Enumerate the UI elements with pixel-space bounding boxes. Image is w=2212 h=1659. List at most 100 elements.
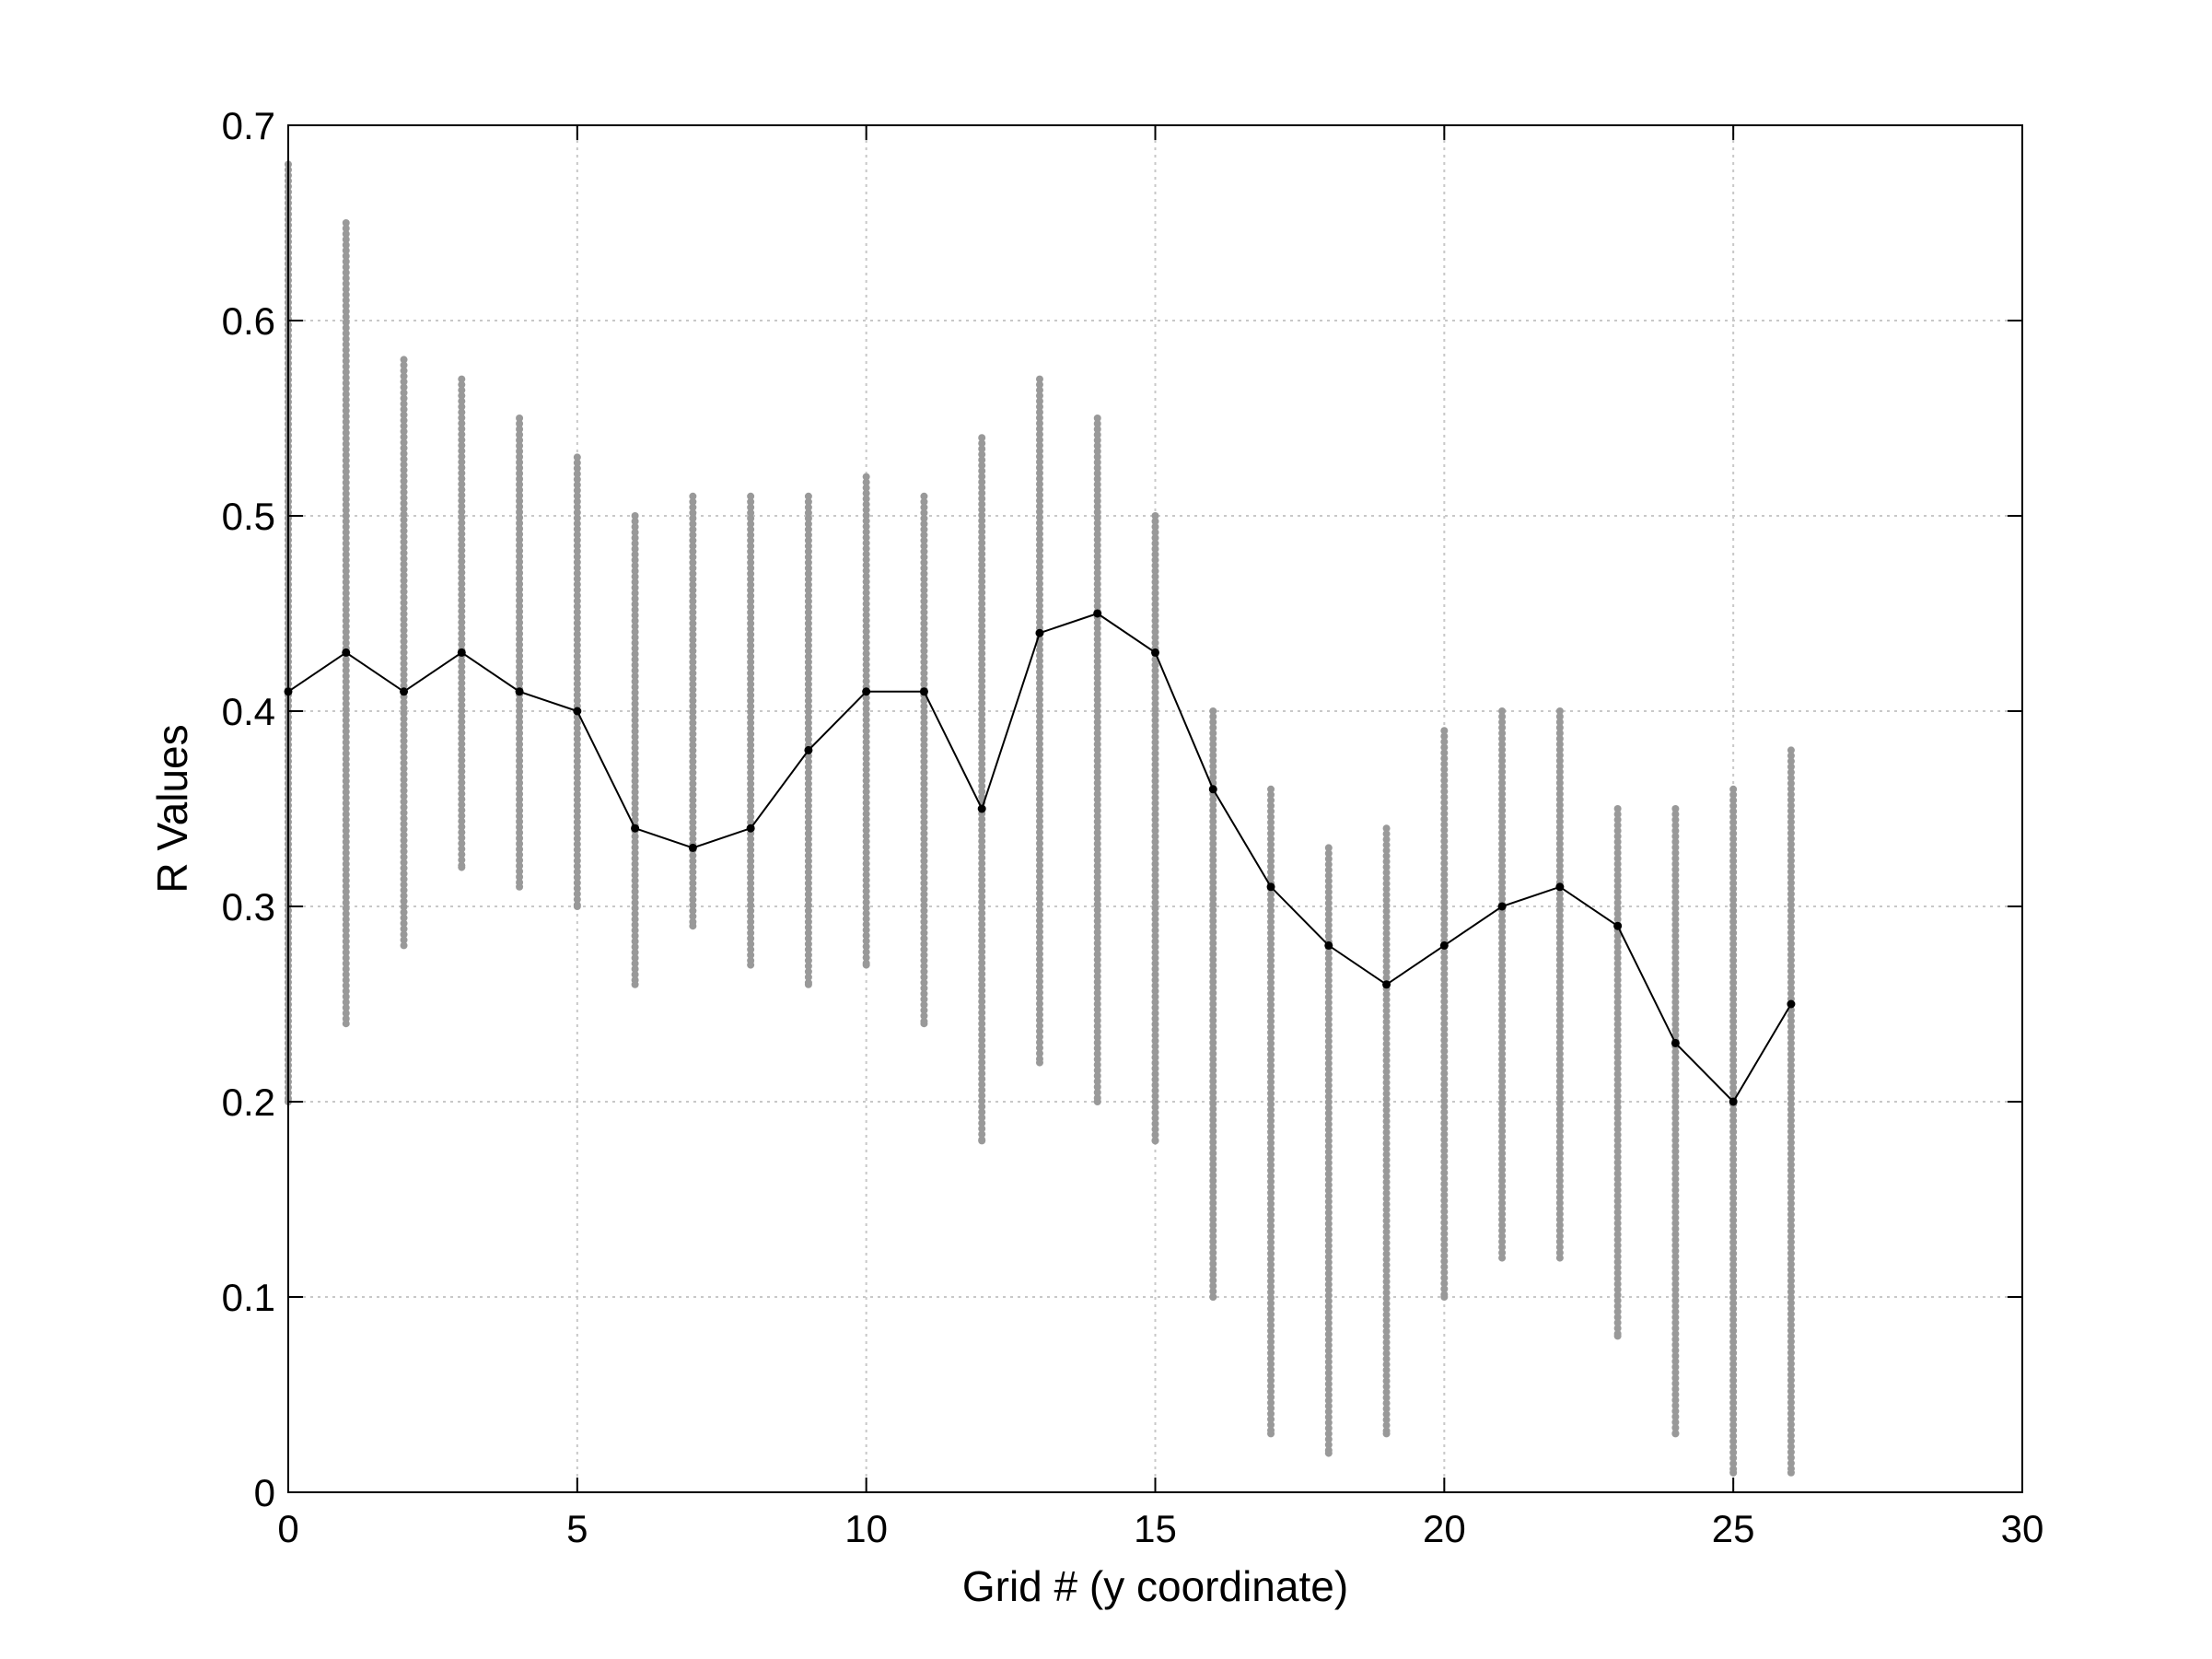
scatter-point <box>1151 905 1159 912</box>
scatter-point <box>1729 1161 1738 1169</box>
scatter-point <box>1555 1045 1564 1052</box>
scatter-point <box>689 702 697 710</box>
scatter-point <box>1267 1000 1275 1009</box>
scatter-point <box>747 547 755 555</box>
scatter-point <box>1093 497 1101 505</box>
scatter-point <box>1613 1236 1622 1244</box>
scatter-point <box>1555 735 1564 742</box>
scatter-point <box>1498 1210 1507 1218</box>
scatter-point <box>1613 844 1622 851</box>
scatter-point <box>1787 1315 1795 1324</box>
scatter-point <box>1324 1435 1333 1443</box>
scatter-point <box>400 427 408 436</box>
scatter-point <box>1324 1291 1333 1300</box>
scatter-point <box>1324 1214 1333 1222</box>
scatter-point <box>1151 833 1159 840</box>
scatter-point <box>689 647 697 655</box>
scatter-point <box>342 545 350 553</box>
scatter-point <box>1787 1172 1795 1180</box>
scatter-point <box>1267 1022 1275 1031</box>
scatter-point <box>1093 807 1101 814</box>
scatter-point <box>804 980 812 988</box>
scatter-point <box>1209 884 1217 892</box>
scatter-point <box>1035 950 1043 958</box>
scatter-point <box>804 575 812 583</box>
scatter-point <box>573 779 581 788</box>
mean-point <box>1439 940 1449 950</box>
scatter-point <box>1498 884 1507 892</box>
scatter-point <box>1671 1059 1680 1067</box>
scatter-point <box>1498 1144 1507 1151</box>
scatter-point <box>689 597 697 605</box>
scatter-point <box>862 815 870 824</box>
scatter-point <box>1671 1015 1680 1022</box>
scatter-point <box>1498 1061 1507 1069</box>
scatter-point <box>920 724 928 732</box>
scatter-point <box>631 584 639 591</box>
scatter-point <box>1671 1153 1680 1161</box>
scatter-point <box>458 375 466 383</box>
scatter-point <box>747 735 755 743</box>
scatter-point <box>920 890 928 898</box>
scatter-point <box>1729 1006 1738 1014</box>
scatter-point <box>1613 971 1622 978</box>
scatter-point <box>458 380 466 389</box>
scatter-point <box>1093 669 1101 676</box>
scatter-point <box>458 530 466 538</box>
scatter-point <box>804 724 812 732</box>
scatter-point <box>1324 905 1333 913</box>
scatter-point <box>1787 1144 1795 1152</box>
scatter-point <box>1498 868 1507 875</box>
scatter-point <box>516 663 524 671</box>
scatter-point <box>573 553 581 561</box>
scatter-point <box>1324 1449 1333 1457</box>
scatter-point <box>1671 1269 1680 1277</box>
scatter-point <box>747 525 755 533</box>
scatter-point <box>400 748 408 756</box>
scatter-point <box>1267 923 1275 931</box>
scatter-point <box>1151 700 1159 707</box>
scatter-point <box>1729 1299 1738 1307</box>
scatter-point <box>1729 945 1738 953</box>
scatter-point <box>1729 1409 1738 1418</box>
scatter-point <box>458 447 466 455</box>
scatter-point <box>516 497 524 505</box>
mean-point <box>1208 785 1217 794</box>
scatter-point <box>1093 719 1101 726</box>
scatter-point <box>978 1064 986 1072</box>
scatter-point <box>1151 777 1159 785</box>
scatter-point <box>1729 873 1738 882</box>
scatter-point <box>1440 959 1449 967</box>
scatter-point <box>1035 933 1043 941</box>
scatter-point <box>1093 995 1101 1002</box>
scatter-point <box>573 796 581 804</box>
scatter-point <box>1267 812 1275 821</box>
scatter-point <box>516 586 524 593</box>
scatter-point <box>1093 1011 1101 1019</box>
scatter-point <box>1787 1061 1795 1069</box>
scatter-point <box>747 873 755 882</box>
scatter-point <box>342 993 350 1000</box>
scatter-point <box>573 558 581 567</box>
scatter-point <box>978 987 986 995</box>
scatter-point <box>1035 463 1043 472</box>
scatter-point <box>1382 1211 1391 1220</box>
scatter-point <box>862 727 870 735</box>
scatter-point <box>516 674 524 682</box>
scatter-point <box>573 459 581 467</box>
scatter-point <box>1151 899 1159 906</box>
scatter-point <box>1440 1230 1449 1238</box>
scatter-point <box>1267 1382 1275 1390</box>
scatter-point <box>1151 755 1159 763</box>
mean-point <box>1613 921 1623 930</box>
scatter-point <box>1093 575 1101 582</box>
scatter-point <box>400 593 408 602</box>
scatter-point <box>862 495 870 503</box>
scatter-point <box>342 252 350 260</box>
scatter-point <box>1671 1170 1680 1177</box>
scatter-point <box>1035 552 1043 560</box>
scatter-point <box>516 619 524 626</box>
scatter-point <box>1729 1393 1738 1401</box>
scatter-point <box>516 873 524 881</box>
scatter-point <box>342 496 350 503</box>
